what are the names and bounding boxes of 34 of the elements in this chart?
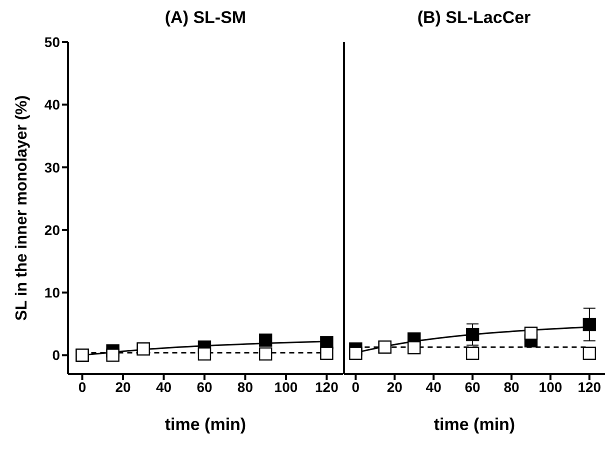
x-tick-label: 100 <box>274 378 298 395</box>
x-tick-label: 0 <box>78 378 86 395</box>
x-tick-label: 60 <box>196 378 212 395</box>
y-tick-label: 30 <box>44 159 60 176</box>
y-tick-label: 0 <box>52 347 60 364</box>
point <box>582 318 596 332</box>
x-tick-label: 20 <box>386 378 403 395</box>
y-tick-label: 20 <box>44 222 60 238</box>
point <box>466 328 480 342</box>
chart-title: (B) SL-LacCer <box>416 8 532 29</box>
x-tick-label: 20 <box>115 378 131 395</box>
point <box>258 334 272 347</box>
x-tick-label: 40 <box>426 378 442 395</box>
point <box>408 341 421 354</box>
x-tick-label: 120 <box>578 378 602 395</box>
y-tick-label: 50 <box>44 34 60 50</box>
y-tick-label: 10 <box>44 284 60 301</box>
x-tick-label: 0 <box>352 378 360 395</box>
point <box>349 346 362 360</box>
y-tick-label: 40 <box>44 96 60 113</box>
point <box>106 348 120 362</box>
x-tick-label: 100 <box>538 378 562 395</box>
x-tick-label: 120 <box>315 378 339 395</box>
x-tick-label: 60 <box>464 378 481 395</box>
point <box>198 347 212 361</box>
x-axis-title: time (min) <box>164 415 246 434</box>
x-tick-label: 80 <box>504 378 520 395</box>
chart-title: (A) SL-SM <box>164 8 248 29</box>
point <box>524 326 538 340</box>
x-axis-title: time (min) <box>434 415 516 434</box>
x-tick-label: 80 <box>237 378 254 395</box>
y-axis-title: SL in the inner monolayer (%) <box>14 95 30 321</box>
point <box>258 347 272 361</box>
x-tick-label: 40 <box>156 378 172 395</box>
